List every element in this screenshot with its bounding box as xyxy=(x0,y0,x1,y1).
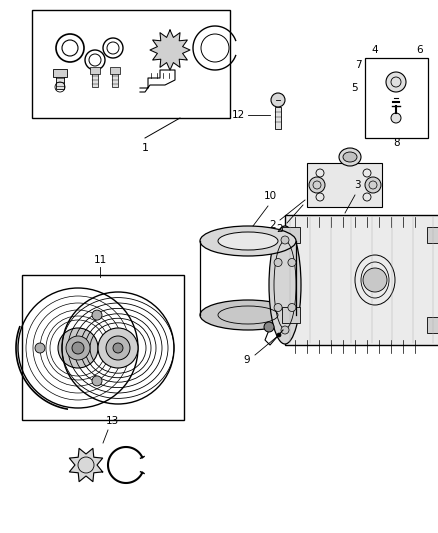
Circle shape xyxy=(277,333,281,337)
Ellipse shape xyxy=(343,152,357,162)
Circle shape xyxy=(271,93,285,107)
Circle shape xyxy=(391,113,401,123)
Circle shape xyxy=(264,322,274,332)
Text: 8: 8 xyxy=(394,138,400,148)
Polygon shape xyxy=(150,30,190,70)
Circle shape xyxy=(281,236,289,244)
Ellipse shape xyxy=(218,232,278,250)
Circle shape xyxy=(274,303,282,311)
Circle shape xyxy=(113,343,123,353)
Circle shape xyxy=(274,259,282,266)
Circle shape xyxy=(363,268,387,292)
Polygon shape xyxy=(69,448,102,482)
Ellipse shape xyxy=(339,148,361,166)
Circle shape xyxy=(386,72,406,92)
Circle shape xyxy=(58,328,98,368)
Circle shape xyxy=(106,336,130,360)
Circle shape xyxy=(281,326,289,334)
Bar xyxy=(427,317,438,333)
Circle shape xyxy=(72,342,84,354)
Bar xyxy=(275,107,281,129)
Text: 4: 4 xyxy=(372,45,378,55)
Text: 5: 5 xyxy=(352,83,358,93)
Text: 7: 7 xyxy=(355,60,361,70)
Circle shape xyxy=(35,343,45,353)
Bar xyxy=(427,227,438,243)
Text: 11: 11 xyxy=(93,255,106,265)
Circle shape xyxy=(66,336,90,360)
Bar xyxy=(282,307,300,323)
Text: 12: 12 xyxy=(231,110,245,120)
Ellipse shape xyxy=(200,300,296,330)
Text: 2: 2 xyxy=(270,220,276,230)
Text: 13: 13 xyxy=(106,416,119,426)
Circle shape xyxy=(92,376,102,386)
Bar xyxy=(307,163,382,207)
Bar xyxy=(53,69,67,77)
Bar xyxy=(22,275,184,420)
Bar xyxy=(112,73,118,87)
Text: 1: 1 xyxy=(141,143,148,153)
Bar xyxy=(110,67,120,74)
Text: 2: 2 xyxy=(277,224,283,234)
Circle shape xyxy=(92,310,102,320)
Bar xyxy=(285,215,438,345)
Bar xyxy=(56,75,64,89)
Bar xyxy=(282,227,300,243)
Ellipse shape xyxy=(200,226,296,256)
Bar xyxy=(365,58,428,138)
Circle shape xyxy=(98,328,138,368)
Circle shape xyxy=(288,259,296,266)
Circle shape xyxy=(309,177,325,193)
Text: 6: 6 xyxy=(417,45,423,55)
Circle shape xyxy=(365,177,381,193)
Bar xyxy=(90,67,100,74)
Circle shape xyxy=(288,303,296,311)
Text: 10: 10 xyxy=(263,191,276,201)
Ellipse shape xyxy=(269,226,301,344)
Bar xyxy=(92,73,98,87)
Text: 3: 3 xyxy=(354,180,360,190)
Text: 9: 9 xyxy=(244,355,250,365)
Bar xyxy=(32,10,230,118)
